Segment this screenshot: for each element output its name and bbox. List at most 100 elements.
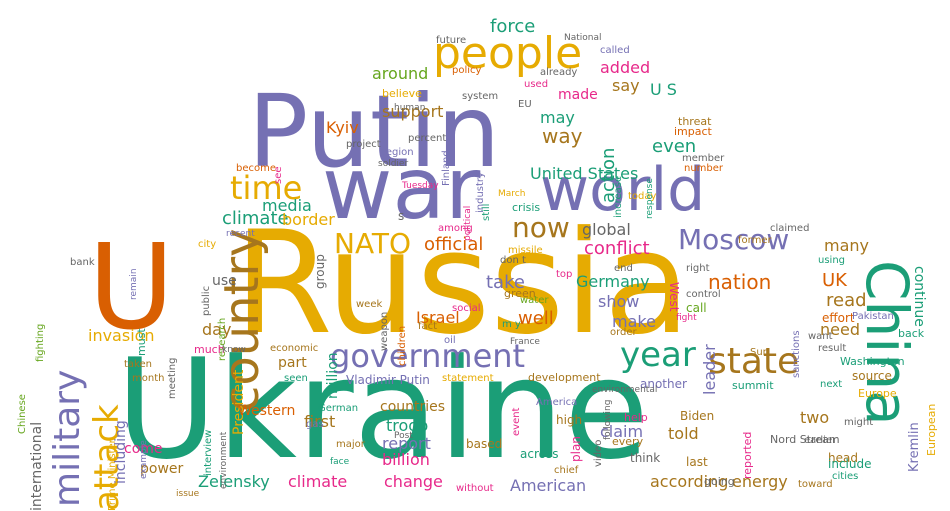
cloud-word: cities <box>832 471 859 482</box>
cloud-word: climate <box>288 472 348 491</box>
cloud-word: West <box>667 282 681 312</box>
cloud-word: European <box>925 403 938 456</box>
cloud-word: claimed <box>770 223 810 234</box>
cloud-word: following <box>603 399 613 440</box>
cloud-word: issue <box>176 489 200 499</box>
cloud-word: percent <box>408 133 447 144</box>
cloud-word: year <box>620 335 696 375</box>
cloud-word: believe <box>382 87 422 100</box>
cloud-word: system <box>462 91 499 102</box>
cloud-word: future <box>436 35 467 46</box>
cloud-word: EU <box>518 99 532 110</box>
cloud-word: government <box>330 337 526 375</box>
cloud-word: invasion <box>88 326 155 345</box>
cloud-word: media <box>262 196 312 215</box>
cloud-word: top <box>556 269 573 280</box>
cloud-word: week <box>356 299 383 310</box>
cloud-word: face <box>330 457 350 467</box>
cloud-word: Germany <box>576 272 650 291</box>
cloud-word: Ukraine <box>116 329 649 490</box>
cloud-word: U <box>88 218 175 356</box>
cloud-word: Europe <box>858 387 897 400</box>
cloud-word: France <box>510 337 540 347</box>
cloud-word: interview <box>203 429 214 476</box>
cloud-word: want <box>808 331 833 342</box>
cloud-word: used <box>524 79 549 90</box>
cloud-word: around <box>372 64 429 83</box>
cloud-word: crisis <box>512 201 541 214</box>
cloud-word: energy <box>732 472 788 491</box>
cloud-word: must <box>135 328 148 356</box>
cloud-word: across <box>520 447 559 461</box>
cloud-word: international <box>29 421 45 511</box>
cloud-word: UK <box>822 270 847 291</box>
cloud-word: end <box>614 263 633 274</box>
cloud-word: say <box>612 76 640 95</box>
cloud-word: much <box>194 343 225 356</box>
cloud-word: sanctions <box>791 330 802 378</box>
cloud-word: day <box>202 320 232 339</box>
cloud-word: Vladimir Putin <box>346 373 430 387</box>
cloud-word: example <box>139 440 149 479</box>
cloud-word: right <box>686 263 710 274</box>
cloud-word: soldier <box>378 159 409 169</box>
cloud-word: China <box>853 260 921 426</box>
cloud-word: help <box>624 411 648 424</box>
cloud-word: effort <box>822 311 855 325</box>
cloud-word: know <box>222 345 246 355</box>
cloud-word: source <box>852 369 892 383</box>
cloud-word: missile <box>508 245 543 256</box>
cloud-word: meeting <box>167 357 178 399</box>
cloud-word: industry <box>475 172 486 213</box>
cloud-word: taken <box>124 359 152 370</box>
cloud-word: claim <box>600 422 644 441</box>
cloud-word: Nord Stream <box>770 433 840 446</box>
cloud-word: Western <box>238 403 296 419</box>
cloud-word: even <box>652 136 697 157</box>
cloud-word: Chinese <box>17 394 28 434</box>
cloud-word: NATO <box>334 227 412 260</box>
cloud-word: make <box>612 312 656 331</box>
cloud-word: group <box>313 254 327 289</box>
cloud-word: told <box>668 424 699 443</box>
cloud-word: impact <box>674 125 712 138</box>
cloud-word: gas <box>306 419 324 430</box>
cloud-word: call <box>686 301 707 315</box>
cloud-word: environment <box>219 431 229 489</box>
cloud-word: border <box>282 210 335 229</box>
cloud-word: fact <box>418 321 438 332</box>
cloud-word: oil <box>444 335 456 346</box>
cloud-word: social <box>452 303 481 314</box>
cloud-word: change <box>384 472 443 491</box>
cloud-word: development <box>528 371 601 384</box>
cloud-word: military <box>47 369 88 507</box>
cloud-word: Israel <box>416 308 460 327</box>
cloud-word: without <box>456 483 494 494</box>
cloud-word: based <box>466 437 503 451</box>
cloud-word: support <box>382 102 444 121</box>
cloud-word: green <box>504 287 536 300</box>
cloud-word: response <box>645 178 655 219</box>
cloud-word: Post <box>394 431 413 441</box>
cloud-word: official <box>424 234 484 255</box>
cloud-word: human <box>394 103 426 113</box>
cloud-word: report <box>382 434 431 453</box>
cloud-word: order <box>610 327 637 338</box>
cloud-word: economic <box>270 343 319 354</box>
cloud-word: Tuesday <box>402 181 439 191</box>
cloud-word: think <box>630 451 661 465</box>
cloud-word: German <box>318 403 359 414</box>
cloud-word: high <box>556 413 583 427</box>
cloud-word: head <box>828 451 858 465</box>
cloud-word: region <box>382 147 414 158</box>
cloud-word: every <box>612 435 644 448</box>
cloud-word: result <box>818 343 847 354</box>
cloud-word: nation <box>708 270 772 294</box>
cloud-word: Biden <box>680 409 715 423</box>
cloud-word: video <box>593 439 604 467</box>
cloud-word: leader <box>700 344 719 395</box>
cloud-word: Kyiv <box>326 118 359 137</box>
cloud-word: increase <box>613 175 624 218</box>
cloud-word: force <box>490 16 536 37</box>
cloud-word: reported <box>741 431 754 479</box>
